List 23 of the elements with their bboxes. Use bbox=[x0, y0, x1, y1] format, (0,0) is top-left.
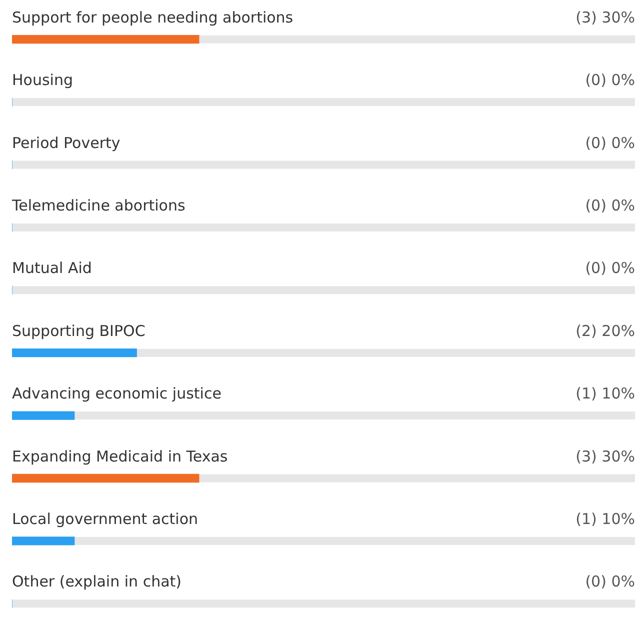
bar bbox=[12, 411, 75, 420]
data-label: (0) 0% bbox=[585, 134, 635, 152]
data-label: (0) 0% bbox=[585, 71, 635, 90]
y-tick-label: Expanding Medicaid in Texas bbox=[12, 447, 228, 466]
data-label: (0) 0% bbox=[585, 259, 635, 278]
data-label: (0) 0% bbox=[585, 572, 635, 591]
y-tick-label: Telemedicine abortions bbox=[11, 196, 186, 214]
y-tick-label: Local government action bbox=[12, 510, 198, 528]
data-label: (0) 0% bbox=[585, 196, 635, 214]
y-tick-label: Supporting BIPOC bbox=[12, 322, 146, 340]
data-label: (1) 10% bbox=[576, 384, 635, 403]
y-tick-label: Housing bbox=[12, 71, 73, 90]
data-label: (3) 30% bbox=[576, 447, 635, 466]
y-tick-label: Support for people needing abortions bbox=[12, 8, 294, 26]
data-label: (3) 30% bbox=[576, 8, 635, 26]
y-tick-label: Period Poverty bbox=[12, 134, 120, 152]
bar bbox=[12, 348, 137, 358]
y-tick-label: Other (explain in chat) bbox=[12, 572, 182, 591]
y-tick-label: Mutual Aid bbox=[12, 259, 92, 278]
y-tick-label: Advancing economic justice bbox=[12, 384, 222, 403]
bar bbox=[12, 536, 75, 546]
data-label: (2) 20% bbox=[576, 322, 635, 340]
data-label: (1) 10% bbox=[576, 510, 635, 528]
